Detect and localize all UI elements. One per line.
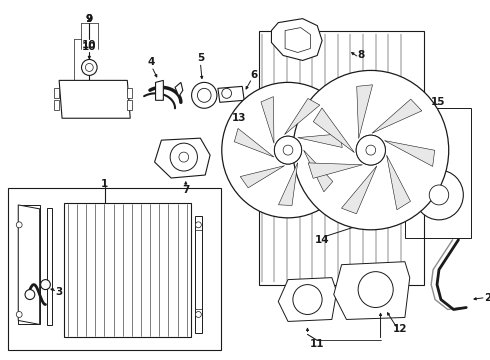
Text: 6: 6 (250, 71, 258, 80)
Circle shape (16, 222, 22, 228)
Circle shape (170, 143, 197, 171)
Polygon shape (298, 134, 342, 148)
Bar (64, 203, 191, 337)
Text: 5: 5 (196, 54, 204, 63)
Circle shape (366, 145, 376, 155)
Polygon shape (334, 262, 410, 319)
Polygon shape (313, 108, 354, 153)
Circle shape (196, 311, 201, 318)
Polygon shape (408, 115, 434, 140)
Circle shape (274, 136, 302, 164)
Polygon shape (304, 150, 333, 192)
Bar (48, 208, 52, 325)
Circle shape (293, 285, 322, 315)
Polygon shape (155, 80, 163, 100)
Circle shape (283, 145, 293, 155)
Text: 1: 1 (101, 179, 108, 189)
Polygon shape (285, 98, 320, 135)
Circle shape (81, 59, 97, 75)
Bar (8, 188, 221, 350)
Circle shape (429, 185, 449, 205)
Circle shape (274, 136, 302, 164)
Circle shape (358, 272, 393, 307)
Polygon shape (18, 205, 40, 324)
Text: 8: 8 (357, 50, 365, 60)
Text: 7: 7 (182, 185, 190, 195)
Circle shape (41, 280, 50, 289)
Polygon shape (59, 80, 130, 118)
Bar (196, 216, 202, 333)
Polygon shape (271, 19, 322, 60)
Polygon shape (387, 155, 411, 210)
Text: 10: 10 (82, 41, 97, 51)
Circle shape (356, 135, 386, 165)
Text: 13: 13 (232, 113, 246, 123)
Polygon shape (278, 163, 298, 206)
Polygon shape (154, 138, 210, 178)
Circle shape (293, 71, 449, 230)
Polygon shape (261, 96, 274, 143)
Text: 11: 11 (310, 339, 324, 349)
Polygon shape (372, 99, 422, 133)
Text: 14: 14 (315, 235, 329, 245)
Bar (259, 31, 424, 285)
Polygon shape (308, 163, 363, 178)
Circle shape (192, 82, 217, 108)
Polygon shape (54, 88, 59, 98)
Polygon shape (175, 82, 183, 96)
Text: 10: 10 (82, 40, 97, 50)
Polygon shape (234, 129, 274, 157)
Circle shape (179, 152, 189, 162)
Circle shape (222, 82, 354, 218)
Polygon shape (127, 88, 132, 98)
Polygon shape (342, 166, 377, 214)
Polygon shape (278, 278, 337, 321)
Text: 12: 12 (393, 324, 407, 334)
Polygon shape (357, 85, 372, 139)
Text: 4: 4 (148, 58, 155, 67)
Polygon shape (218, 86, 244, 102)
Text: 9: 9 (86, 14, 93, 24)
Circle shape (222, 88, 231, 98)
Text: 2: 2 (484, 293, 490, 302)
Text: 3: 3 (55, 287, 63, 297)
Bar (405, 108, 471, 238)
Polygon shape (54, 100, 59, 110)
Polygon shape (127, 100, 132, 110)
Polygon shape (285, 28, 310, 53)
Polygon shape (240, 166, 285, 188)
Polygon shape (385, 141, 435, 166)
Text: 9: 9 (86, 14, 93, 24)
Circle shape (415, 170, 464, 220)
Circle shape (16, 311, 22, 318)
Circle shape (356, 135, 386, 165)
Circle shape (197, 88, 211, 102)
Bar (18, 205, 40, 324)
Circle shape (25, 289, 35, 300)
Text: 15: 15 (431, 97, 445, 107)
Circle shape (85, 63, 93, 71)
Circle shape (196, 222, 201, 228)
